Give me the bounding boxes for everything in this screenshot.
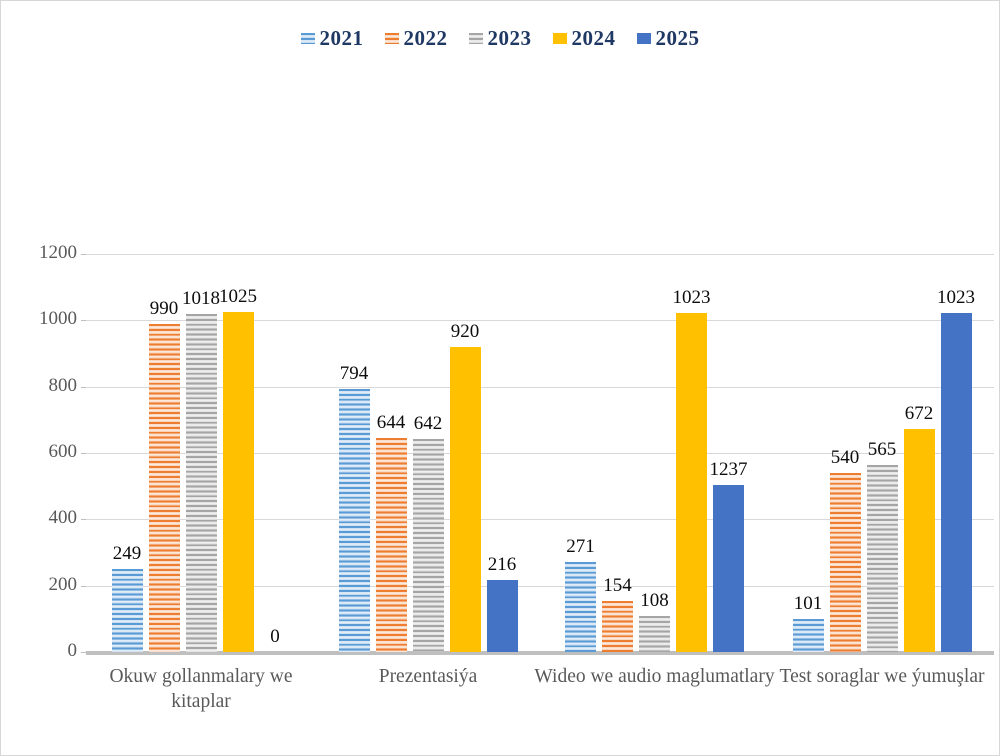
bar-value-label: 154	[603, 574, 632, 596]
bar-2024-2	[449, 346, 481, 652]
y-axis-label-800: 800	[48, 374, 78, 396]
bar-group-3: 271 154 108 1023 1237	[565, 254, 748, 652]
bar-value-label: 108	[640, 590, 669, 612]
category-label-2: Prezentasiýa	[378, 666, 478, 687]
bar-2021-3	[565, 562, 596, 652]
legend-label: 2024	[571, 26, 616, 50]
legend-label: 2022	[403, 26, 448, 50]
legend-item-2022: 2022	[384, 26, 448, 51]
y-axis-label-200: 200	[48, 573, 78, 595]
y-axis-tick	[81, 320, 86, 322]
bar-2024-3	[676, 312, 707, 652]
bar-2024-1	[222, 312, 254, 652]
gridline-800	[86, 386, 994, 388]
bar-group-1: 249 990 1018 1025 0	[111, 254, 291, 652]
legend-marker-icon	[636, 33, 651, 44]
bar-2022-4	[829, 472, 861, 652]
bar-value-label: 672	[904, 403, 934, 425]
y-axis-tick	[81, 386, 86, 388]
bar-2024-4	[903, 429, 935, 652]
bar-value-label: 990	[149, 297, 179, 319]
y-axis-tick	[81, 519, 86, 521]
bar-value-label: 794	[339, 362, 369, 384]
gridline-600	[86, 453, 994, 454]
bar-value-label: 1237	[709, 458, 748, 480]
legend-marker-icon	[468, 33, 483, 44]
legend-label: 2021	[319, 26, 364, 50]
category-label-3: Wideo we audio maglumatlary	[534, 666, 775, 687]
bar-2022-2	[375, 438, 407, 652]
bar-value-label: 1023	[937, 286, 975, 308]
y-axis-label-400: 400	[48, 507, 78, 529]
legend-label: 2025	[655, 26, 700, 50]
gridline-400	[86, 519, 994, 521]
gridline-1200	[86, 254, 994, 255]
legend-item-2024: 2024	[552, 26, 616, 51]
bar-2022-1	[148, 323, 180, 652]
bar-value-label: 249	[112, 543, 142, 565]
bar-value-label: 565	[867, 438, 897, 460]
bar-value-label: 642	[413, 413, 443, 435]
gridline-200	[86, 585, 994, 587]
y-axis-tick	[81, 652, 86, 653]
y-axis-label-1000: 1000	[39, 308, 77, 330]
bar-value-label: 920	[450, 320, 480, 342]
bar-2025-3	[713, 484, 744, 652]
bar-group-4: 101 540 565 672 1023	[792, 254, 975, 652]
chart-legend: 2021 2022 2023 2024 2025	[1, 26, 999, 51]
bar-2021-1	[111, 569, 143, 652]
legend-marker-icon	[300, 33, 315, 44]
bar-value-label: 540	[830, 446, 860, 468]
bar-value-label: 644	[376, 412, 406, 434]
category-label-4: Test soraglar we ýumuşlar	[779, 666, 985, 687]
bar-2023-2	[412, 439, 444, 652]
plot-area: 249 990 1018 1025 0 794 644 642 920 216 271 154 108 1…	[86, 254, 994, 655]
legend-item-2023: 2023	[468, 26, 532, 51]
bar-2022-3	[602, 600, 633, 652]
y-axis-tick	[81, 254, 86, 255]
bar-2025-2	[486, 580, 518, 652]
bar-2023-4	[866, 464, 898, 652]
bar-value-label: 1018	[182, 288, 220, 310]
bar-group-2: 794 644 642 920 216	[338, 254, 518, 652]
category-label-1: Okuw gollanmalary we kitaplar	[109, 666, 293, 712]
y-axis-tick	[81, 585, 86, 587]
legend-label: 2023	[487, 26, 532, 50]
legend-item-2025: 2025	[636, 26, 700, 51]
y-axis-tick	[81, 453, 86, 454]
bar-2025-4	[940, 312, 972, 652]
bar-value-label: 0	[270, 626, 280, 647]
x-axis-line	[86, 651, 994, 655]
bar-value-label: 216	[487, 554, 517, 576]
legend-item-2021: 2021	[300, 26, 364, 51]
bar-2021-4	[792, 618, 824, 652]
legend-marker-icon	[552, 33, 567, 44]
bar-value-label: 101	[793, 592, 823, 614]
y-axis-label-0: 0	[67, 640, 78, 661]
bar-value-label: 1023	[672, 286, 711, 308]
bar-2023-3	[639, 616, 670, 652]
bar-2023-1	[185, 314, 217, 652]
y-axis-label-1200: 1200	[39, 242, 77, 263]
bar-value-label: 271	[566, 536, 595, 558]
bar-value-label: 1025	[219, 286, 257, 308]
gridline-1000	[86, 320, 994, 322]
bar-2021-2	[338, 388, 370, 652]
legend-marker-icon	[384, 33, 399, 44]
y-axis-label-600: 600	[48, 441, 78, 462]
